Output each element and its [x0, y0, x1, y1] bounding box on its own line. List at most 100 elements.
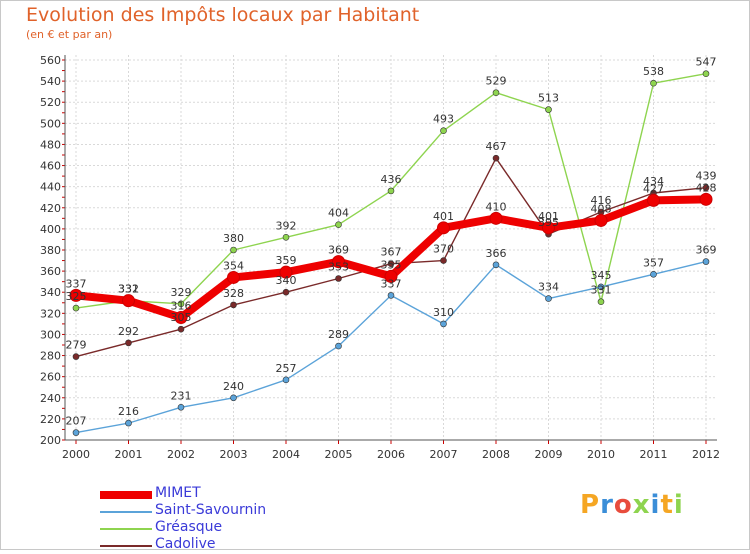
- legend-label: MIMET: [155, 485, 201, 501]
- y-tick-label: 460: [40, 160, 61, 173]
- data-point: [492, 261, 500, 269]
- data-label: 538: [643, 65, 664, 78]
- y-tick-label: 480: [40, 138, 61, 151]
- data-point: [282, 234, 290, 241]
- data-point: [332, 255, 345, 269]
- data-label: 216: [118, 405, 139, 418]
- y-tick-label: 320: [40, 307, 61, 320]
- data-point: [387, 187, 395, 195]
- data-label: 359: [276, 254, 297, 267]
- data-label: 240: [223, 380, 244, 393]
- legend-label: Cadolive: [155, 536, 216, 552]
- x-tick-label: 2004: [272, 448, 300, 461]
- chart-subtitle: (en € et par an): [26, 28, 113, 41]
- data-point: [230, 394, 237, 402]
- data-point: [230, 246, 237, 254]
- data-point: [335, 342, 342, 350]
- legend-swatch: [100, 491, 152, 499]
- legend-swatch: [100, 528, 152, 530]
- data-point: [492, 89, 500, 97]
- data-label: 366: [486, 247, 507, 260]
- y-tick-label: 300: [40, 328, 61, 341]
- data-point: [542, 221, 555, 235]
- data-point: [122, 294, 135, 308]
- y-tick-label: 360: [40, 265, 61, 278]
- data-point: [545, 295, 552, 302]
- data-point: [335, 221, 342, 228]
- x-tick-label: 2007: [430, 448, 458, 461]
- data-point: [702, 258, 710, 265]
- data-label: 434: [643, 175, 664, 188]
- data-label: 355: [381, 258, 402, 271]
- data-label: 357: [643, 256, 664, 269]
- data-point: [282, 288, 290, 296]
- data-label: 340: [276, 274, 297, 287]
- data-label: 310: [433, 306, 454, 319]
- data-point: [230, 301, 237, 309]
- y-tick-label: 260: [40, 371, 61, 384]
- logo-letter: x: [632, 490, 651, 520]
- logo-letter: t: [660, 490, 674, 520]
- y-tick-label: 380: [40, 244, 61, 257]
- data-label: 370: [433, 243, 454, 256]
- x-tick-label: 2003: [220, 448, 248, 461]
- data-label: 345: [591, 269, 612, 282]
- y-tick-label: 220: [40, 413, 61, 426]
- y-tick-label: 440: [40, 181, 61, 194]
- data-point: [440, 127, 447, 135]
- y-tick-label: 500: [40, 117, 61, 130]
- x-tick-label: 2008: [482, 448, 510, 461]
- data-point: [335, 275, 342, 282]
- data-point: [279, 265, 293, 279]
- data-point: [125, 339, 132, 347]
- data-label: 410: [486, 200, 507, 213]
- logo-letter: o: [613, 490, 633, 520]
- x-tick-label: 2001: [115, 448, 143, 461]
- data-label: 325: [66, 290, 87, 303]
- data-label: 529: [486, 75, 507, 88]
- data-point: [174, 311, 188, 325]
- data-label: 547: [696, 56, 717, 69]
- data-point: [437, 221, 450, 235]
- data-label: 367: [381, 246, 402, 259]
- y-tick-label: 400: [40, 223, 61, 236]
- data-label: 207: [66, 415, 87, 428]
- data-label: 404: [328, 207, 349, 220]
- proxiti-logo: Proxiti: [580, 490, 684, 520]
- data-point: [384, 269, 398, 283]
- data-label: 305: [171, 311, 192, 324]
- data-point: [440, 257, 447, 264]
- data-label: 231: [171, 389, 192, 402]
- data-point: [72, 353, 80, 360]
- data-point: [72, 429, 80, 436]
- data-label: 408: [591, 202, 612, 215]
- data-point: [177, 300, 185, 308]
- data-point: [440, 320, 447, 328]
- data-label: 353: [328, 261, 349, 274]
- data-label: 329: [171, 286, 192, 299]
- data-point: [492, 154, 500, 162]
- y-tick-label: 420: [40, 202, 61, 215]
- data-label: 328: [223, 287, 244, 300]
- data-label: 331: [591, 284, 612, 297]
- data-label: 395: [538, 216, 559, 229]
- data-label: 332: [118, 283, 139, 296]
- legend-label: Gréasque: [155, 519, 223, 535]
- data-point: [227, 270, 240, 284]
- y-tick-label: 200: [40, 434, 61, 447]
- data-label: 513: [538, 92, 559, 105]
- data-point: [177, 325, 185, 333]
- data-label: 428: [696, 181, 717, 194]
- x-tick-label: 2005: [325, 448, 353, 461]
- chart-title: Evolution des Impôts locaux par Habitant: [26, 4, 420, 26]
- data-point: [125, 419, 132, 427]
- data-label: 334: [538, 281, 559, 294]
- data-label: 401: [538, 210, 559, 223]
- x-tick-label: 2000: [62, 448, 90, 461]
- data-point: [594, 213, 608, 227]
- data-point: [489, 211, 503, 225]
- y-tick-label: 340: [40, 286, 61, 299]
- data-point: [702, 184, 710, 192]
- data-label: 380: [223, 232, 244, 245]
- legend-swatch: [100, 511, 152, 513]
